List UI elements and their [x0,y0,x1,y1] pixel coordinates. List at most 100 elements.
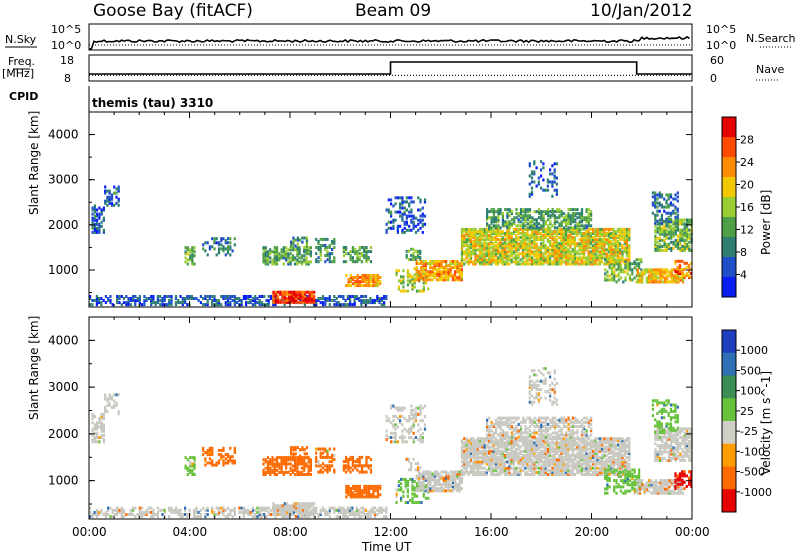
scatter-cell [625,230,629,233]
scatter-cell [392,415,395,418]
scatter-cell [98,222,101,226]
scatter-cell [289,246,292,250]
scatter-cell [352,495,355,499]
scatter-cell [440,485,443,489]
scatter-cell [283,296,286,300]
scatter-cell [156,510,159,514]
scatter-cell [474,236,477,240]
scatter-cell [335,515,338,519]
scatter-cell [282,246,285,250]
scatter-cell [419,226,422,230]
scatter-cell [342,303,345,307]
scatter-cell [467,460,470,464]
scatter-cell [202,297,205,300]
scatter-cell [390,212,393,216]
scatter-cell [640,258,643,262]
scatter-cell [161,508,164,512]
scatter-cell [526,250,529,254]
scatter-cell [271,250,274,254]
scatter-cell [476,236,479,240]
scatter-cell [138,513,141,516]
scatter-cell [683,242,686,246]
scatter-cell [447,487,450,491]
scatter-cell [688,246,691,250]
scatter-cell [392,431,395,435]
scatter-cell [672,230,675,234]
scatter-cell [506,220,509,224]
scatter-cell [540,212,543,216]
scatter-cell [390,214,393,218]
scatter-cell [283,502,286,506]
scatter-cell [467,254,470,258]
scatter-cell [426,476,430,480]
scatter-cell [658,232,661,236]
scatter-cell [556,220,559,224]
scatter-cell [515,234,518,237]
scatter-cell [403,210,406,214]
scatter-cell [478,252,482,256]
scatter-cell [385,295,388,298]
scatter-cell [307,466,310,470]
scatter-cell [208,446,211,450]
scatter-cell [96,431,99,435]
scatter-cell [367,491,371,495]
scatter-cell [96,226,99,230]
scatter-cell [603,262,606,266]
scatter-cell [531,216,534,220]
scatter-cell [495,218,498,222]
scatter-cell [601,242,604,246]
scatter-cell [254,515,257,519]
scatter-cell [409,477,412,481]
scatter-cell [283,300,286,304]
scatter-cell [474,230,477,233]
scatter-cell [208,297,211,300]
scatter-cell [433,476,436,480]
scatter-cell [374,484,377,488]
scatter-cell [628,264,632,268]
noise-tick-left-bottom: 10^0 [51,39,81,52]
scatter-cell [533,242,536,246]
scatter-cell [403,220,406,224]
scatter-cell [607,258,610,262]
scatter-cell [222,247,225,251]
scatter-cell [288,294,291,298]
scatter-cell [115,191,118,195]
scatter-cell [469,227,473,231]
scatter-cell [583,238,586,242]
scatter-cell [115,401,118,405]
scatter-cell [569,220,572,224]
scatter-cell [458,268,461,272]
scatter-cell [109,506,112,510]
scatter-cell [397,480,400,483]
scatter-cell [410,462,413,465]
scatter-cell [394,423,397,427]
scatter-cell [276,296,280,300]
scatter-cell [352,282,355,286]
scatter-cell [667,246,671,250]
scatter-cell [313,508,316,512]
scatter-cell [98,425,101,429]
scatter-cell [564,250,568,254]
scatter-cell [211,508,214,512]
scatter-cell [251,510,254,514]
scatter-cell [356,460,359,464]
scatter-cell [358,513,361,516]
scatter-cell [665,217,668,221]
scatter-cell [492,216,495,220]
scatter-cell [351,506,354,510]
scatter-cell [290,290,293,294]
scatter-cell [372,280,375,284]
scatter-cell [460,252,464,256]
scatter-cell [553,236,556,240]
scatter-cell [349,491,352,495]
scatter-cell [307,262,310,266]
scatter-cell [307,468,310,472]
scatter-cell [258,299,261,302]
scatter-cell [113,403,116,407]
scatter-cell [412,258,415,261]
scatter-cell [273,462,276,466]
scatter-cell [184,252,187,256]
scatter-cell [549,258,552,262]
scatter-cell [324,510,327,514]
scatter-cell [429,478,432,482]
